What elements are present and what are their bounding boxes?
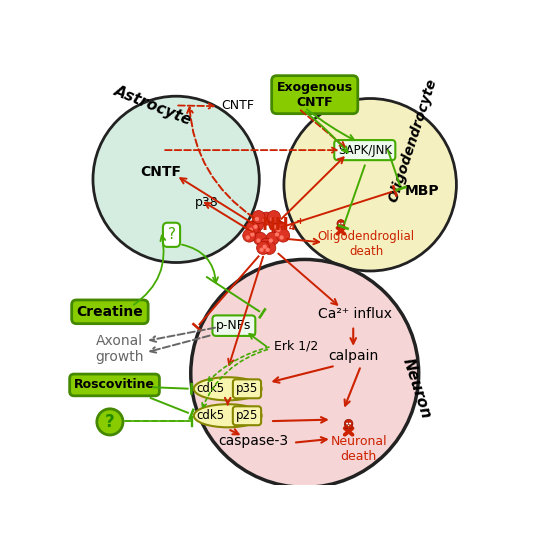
Circle shape [344,419,353,428]
Circle shape [277,229,290,242]
Text: cdk5: cdk5 [197,409,225,422]
Text: Axonal
growth: Axonal growth [96,334,144,364]
Text: Roscovitine: Roscovitine [74,378,155,391]
Circle shape [262,241,276,255]
Text: Creatine: Creatine [77,305,143,319]
Circle shape [269,218,282,231]
Circle shape [256,238,261,243]
Circle shape [243,229,256,242]
Circle shape [272,225,276,229]
Circle shape [279,235,284,240]
Circle shape [191,259,419,487]
FancyBboxPatch shape [345,424,352,428]
Text: NH₄⁺: NH₄⁺ [261,216,305,234]
Circle shape [284,99,456,271]
Circle shape [250,232,254,237]
Text: p35: p35 [236,382,258,395]
Circle shape [247,226,260,239]
Circle shape [260,238,273,251]
Circle shape [246,221,259,234]
Circle shape [254,232,267,245]
Circle shape [269,238,273,243]
Circle shape [256,241,270,255]
Text: cdk5: cdk5 [197,382,225,395]
Circle shape [249,228,253,232]
Text: Astrocyte: Astrocyte [112,83,194,128]
Text: p38: p38 [195,196,219,209]
Circle shape [252,210,265,223]
Circle shape [246,235,250,240]
Circle shape [337,220,345,228]
Ellipse shape [194,404,261,427]
Circle shape [266,247,270,252]
Circle shape [255,217,259,221]
Text: ?: ? [168,227,175,243]
Circle shape [275,232,279,237]
Circle shape [267,210,281,223]
Circle shape [262,219,267,223]
Ellipse shape [194,377,261,401]
Text: calpain: calpain [328,349,378,364]
Circle shape [348,425,350,427]
Circle shape [346,422,349,425]
Circle shape [272,226,285,239]
Circle shape [340,225,342,226]
Circle shape [262,245,267,249]
Text: ?: ? [105,413,115,431]
Circle shape [273,221,287,234]
Text: Neuron: Neuron [400,356,434,421]
Circle shape [341,222,344,225]
Text: Erk 1/2: Erk 1/2 [274,340,318,353]
Text: Neuronal
death: Neuronal death [330,435,387,463]
Circle shape [349,422,351,425]
Text: Ca²⁺ influx: Ca²⁺ influx [318,307,392,321]
Text: CNTF: CNTF [140,165,181,179]
Text: Oligodendroglial
death: Oligodendroglial death [318,230,415,258]
Circle shape [93,96,259,263]
Circle shape [339,222,341,225]
Circle shape [253,225,258,229]
Circle shape [259,247,264,252]
Circle shape [270,217,275,221]
FancyBboxPatch shape [338,224,344,228]
Circle shape [276,228,281,232]
Circle shape [97,409,123,435]
Text: caspase-3: caspase-3 [218,434,288,448]
Text: p-NFs: p-NFs [216,319,252,332]
Text: MBP: MBP [405,184,439,198]
Text: SAPK/JNK: SAPK/JNK [338,143,392,156]
Text: Exogenous
CNTF: Exogenous CNTF [277,81,353,108]
Circle shape [266,232,279,245]
Circle shape [260,212,273,225]
Text: p25: p25 [236,409,258,422]
Text: Oligodendrocyte: Oligodendrocyte [386,77,439,204]
Circle shape [250,218,264,231]
Text: CNTF: CNTF [221,99,254,112]
